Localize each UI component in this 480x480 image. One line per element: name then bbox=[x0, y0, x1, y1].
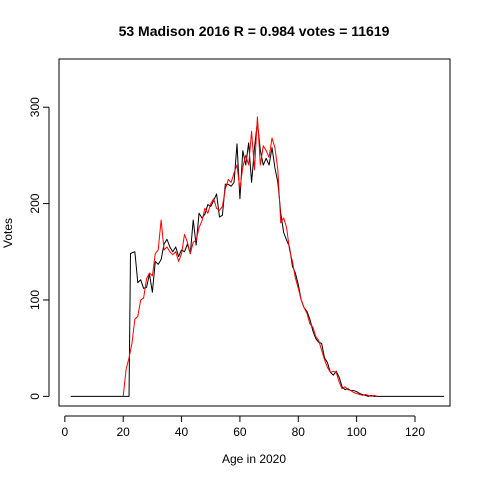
series-line-2 bbox=[122, 116, 378, 397]
y-tick-label: 0 bbox=[28, 393, 42, 400]
chart-title: 53 Madison 2016 R = 0.984 votes = 11619 bbox=[119, 23, 390, 39]
x-axis: 0 20 40 60 80 100 120 bbox=[61, 415, 425, 439]
series-layer bbox=[70, 116, 445, 397]
y-tick-label: 300 bbox=[28, 97, 42, 117]
x-tick-label: 0 bbox=[61, 425, 68, 439]
x-axis-label: Age in 2020 bbox=[222, 452, 286, 466]
x-tick-label: 20 bbox=[117, 425, 131, 439]
x-tick-label: 40 bbox=[175, 425, 189, 439]
y-tick-label: 100 bbox=[28, 290, 42, 310]
x-tick-label: 60 bbox=[233, 425, 247, 439]
y-axis: 0 100 200 300 bbox=[28, 97, 50, 400]
x-tick-label: 120 bbox=[405, 425, 425, 439]
y-tick-label: 200 bbox=[28, 193, 42, 213]
plot-frame bbox=[58, 58, 451, 407]
series-line-1 bbox=[70, 121, 445, 397]
y-axis-label: Votes bbox=[1, 218, 15, 248]
x-tick-label: 80 bbox=[292, 425, 306, 439]
x-tick-label: 100 bbox=[347, 425, 367, 439]
